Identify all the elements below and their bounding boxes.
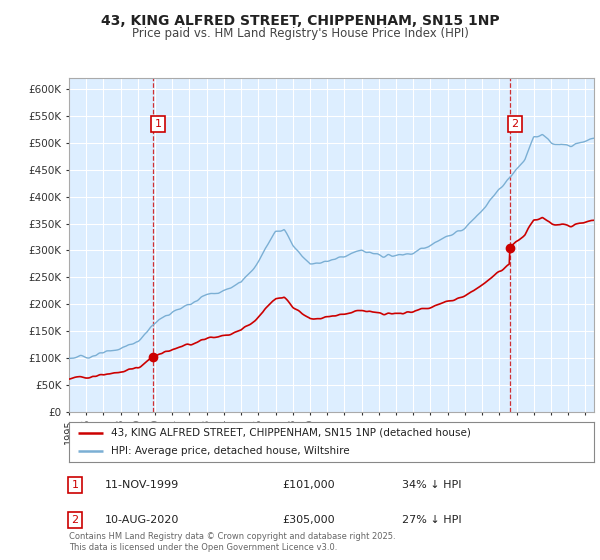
Text: 43, KING ALFRED STREET, CHIPPENHAM, SN15 1NP (detached house): 43, KING ALFRED STREET, CHIPPENHAM, SN15… — [111, 428, 471, 437]
Text: £101,000: £101,000 — [282, 480, 335, 490]
Text: 11-NOV-1999: 11-NOV-1999 — [105, 480, 179, 490]
Text: 2: 2 — [511, 119, 518, 129]
Text: 10-AUG-2020: 10-AUG-2020 — [105, 515, 179, 525]
Text: 1: 1 — [71, 480, 79, 490]
Text: 27% ↓ HPI: 27% ↓ HPI — [402, 515, 461, 525]
Text: 1: 1 — [154, 119, 161, 129]
Text: Price paid vs. HM Land Registry's House Price Index (HPI): Price paid vs. HM Land Registry's House … — [131, 27, 469, 40]
Text: Contains HM Land Registry data © Crown copyright and database right 2025.
This d: Contains HM Land Registry data © Crown c… — [69, 532, 395, 552]
Text: 34% ↓ HPI: 34% ↓ HPI — [402, 480, 461, 490]
Text: HPI: Average price, detached house, Wiltshire: HPI: Average price, detached house, Wilt… — [111, 446, 350, 456]
Text: £305,000: £305,000 — [282, 515, 335, 525]
Text: 2: 2 — [71, 515, 79, 525]
Text: 43, KING ALFRED STREET, CHIPPENHAM, SN15 1NP: 43, KING ALFRED STREET, CHIPPENHAM, SN15… — [101, 14, 499, 28]
